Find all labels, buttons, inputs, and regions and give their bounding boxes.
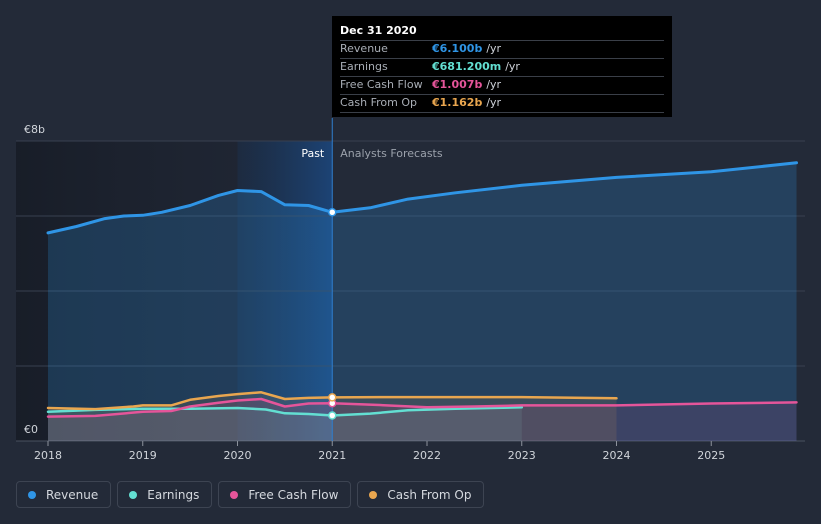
past-label: Past	[301, 147, 325, 160]
free-cash-flow-line	[46, 397, 798, 418]
tooltip-unit: /yr	[505, 60, 520, 73]
tooltip-row-free-cash-flow: Free Cash Flow €1.007b /yr	[340, 76, 664, 94]
tooltip-label: Free Cash Flow	[340, 78, 423, 91]
earnings-highlight-point	[328, 411, 337, 420]
tooltip-value: €1.007b	[432, 78, 483, 91]
y-tick-label: €8b	[24, 123, 45, 136]
revenue-area	[48, 162, 797, 442]
legend-label: Revenue	[46, 487, 99, 502]
earnings-area	[48, 407, 522, 441]
x-tick-label: 2023	[508, 449, 536, 462]
cash-from-op-line	[46, 391, 618, 411]
legend-label: Earnings	[147, 487, 200, 502]
tooltip-unit: /yr	[486, 96, 502, 109]
forecast-label: Analysts Forecasts	[340, 147, 443, 160]
legend-dot-icon	[129, 490, 138, 499]
legend-item-revenue[interactable]: Revenue	[16, 481, 112, 508]
legend-dot-icon	[28, 490, 36, 499]
legend-dot-icon	[369, 490, 378, 499]
legend-label: Free Cash Flow	[248, 487, 339, 502]
x-tick-label: 2022	[413, 449, 441, 462]
tooltip-label: Revenue	[340, 42, 388, 55]
tooltip-value: €1.162b	[432, 96, 483, 109]
tooltip-unit: /yr	[486, 42, 502, 55]
revenue-line	[46, 161, 798, 235]
legend-dot-icon	[230, 490, 239, 499]
tooltip-unit: /yr	[486, 78, 502, 91]
x-tick-label: 2025	[697, 449, 725, 462]
cash-from-op-highlight-point	[328, 393, 337, 402]
tooltip-row-revenue: Revenue €6.100b /yr	[340, 40, 664, 58]
tooltip-value: €681.200m	[432, 60, 502, 73]
x-tick-label: 2020	[224, 449, 252, 462]
earnings-line	[46, 406, 524, 417]
legend-item-cash-from-op[interactable]: Cash From Op	[357, 481, 485, 508]
chart-tooltip: Dec 31 2020 Revenue €6.100b /yr Earnings…	[332, 16, 672, 117]
x-tick-label: 2018	[34, 449, 62, 462]
legend-label: Cash From Op	[387, 487, 472, 502]
tooltip-date: Dec 31 2020	[340, 24, 417, 37]
legend-item-earnings[interactable]: Earnings	[117, 481, 213, 508]
tooltip-row-cash-from-op: Cash From Op €1.162b /yr	[340, 94, 664, 113]
x-tick-label: 2019	[129, 449, 157, 462]
free-cash-flow-area	[48, 399, 797, 441]
x-tick-label: 2024	[603, 449, 631, 462]
chart-legend: Revenue Earnings Free Cash Flow Cash Fro…	[16, 481, 485, 508]
revenue-highlight-point	[328, 208, 337, 217]
x-tick-label: 2021	[318, 449, 346, 462]
tooltip-row-earnings: Earnings €681.200m /yr	[340, 58, 664, 76]
tooltip-label: Earnings	[340, 60, 388, 73]
tooltip-label: Cash From Op	[340, 96, 418, 109]
tooltip-value: €6.100b	[432, 42, 483, 55]
y-tick-label: €0	[24, 423, 38, 436]
legend-item-free-cash-flow[interactable]: Free Cash Flow	[218, 481, 352, 508]
